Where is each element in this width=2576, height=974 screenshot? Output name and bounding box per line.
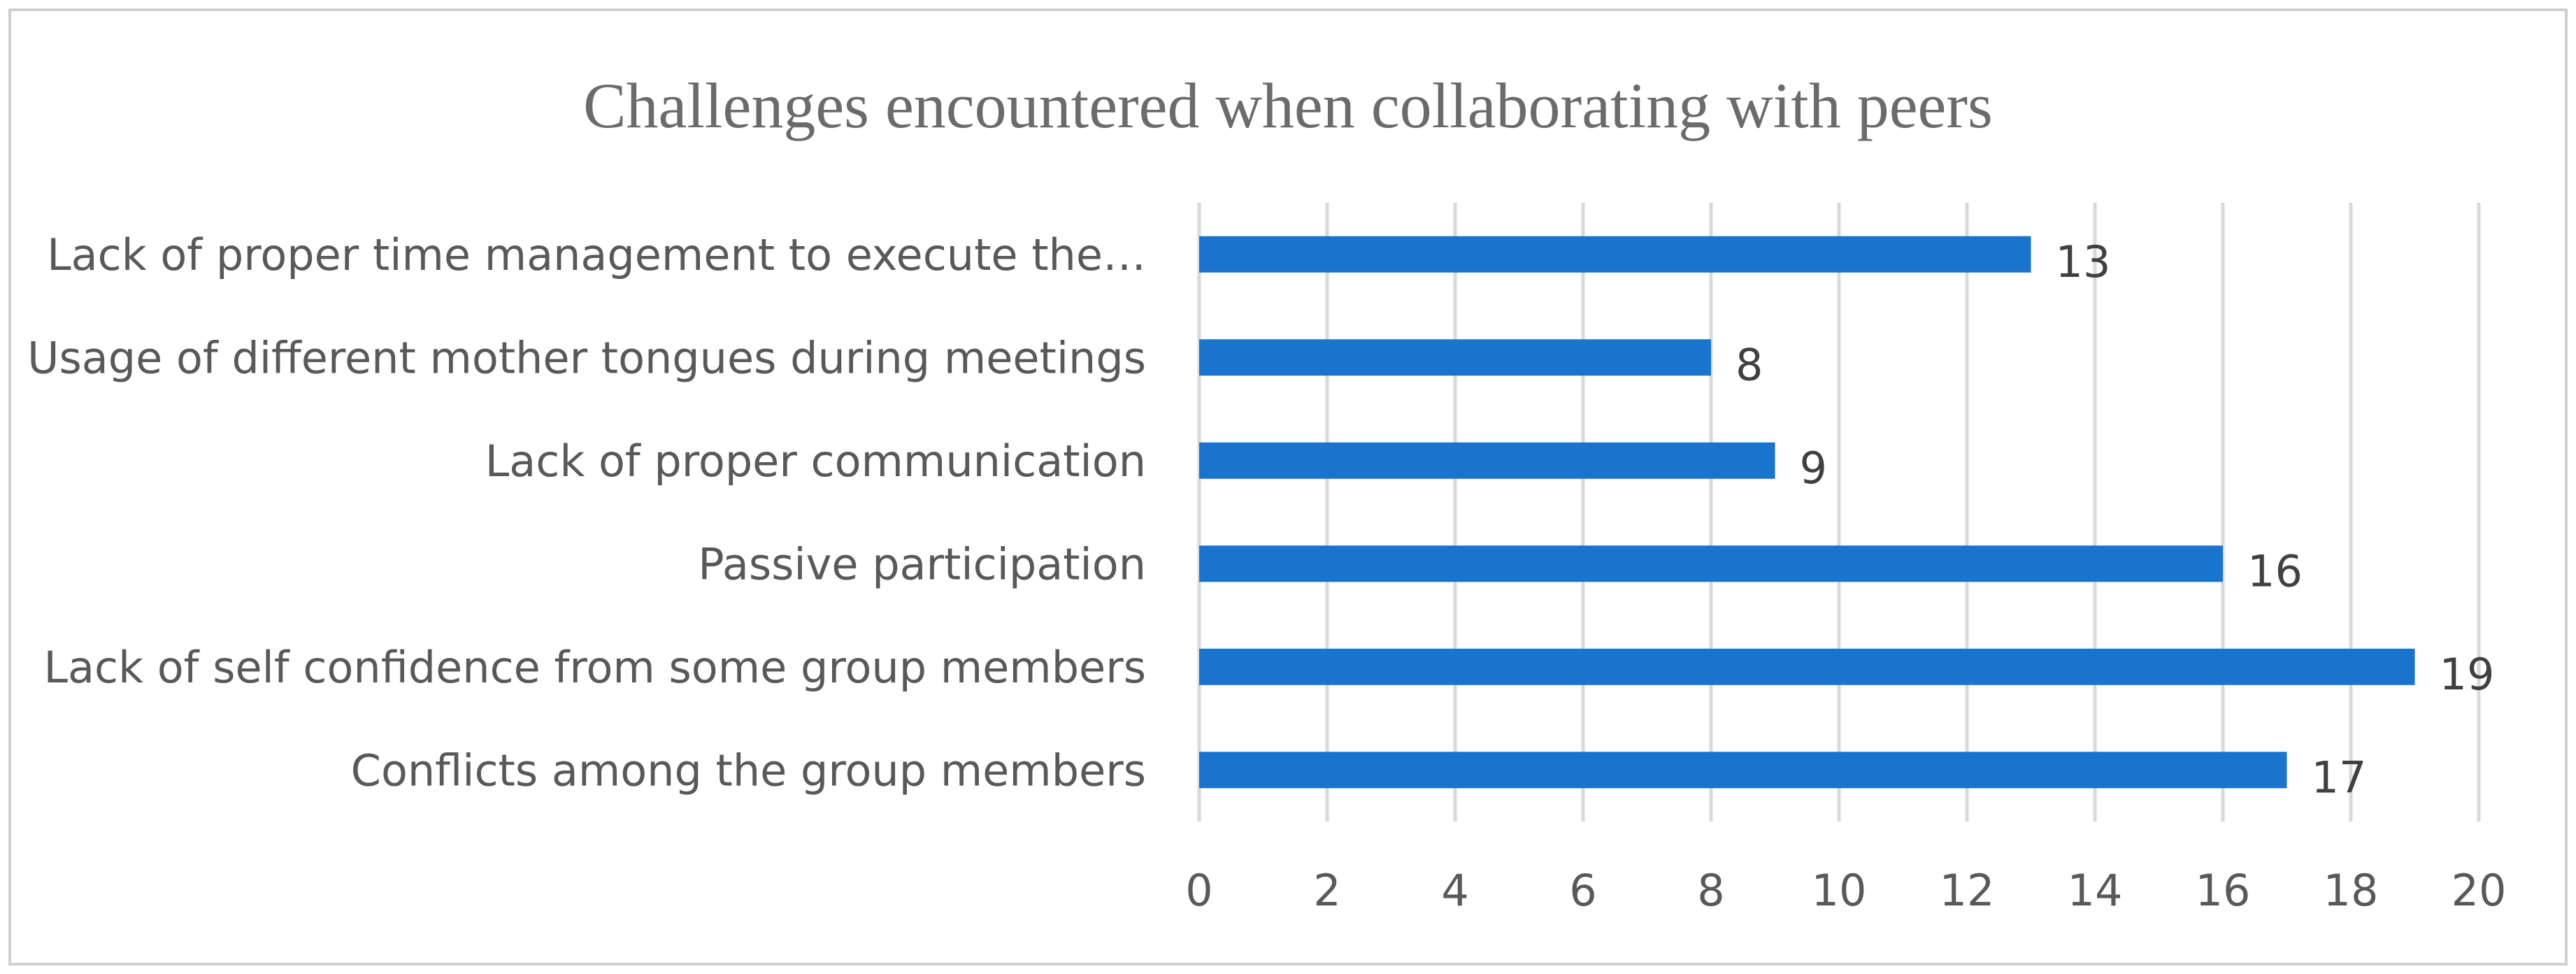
bar bbox=[1199, 236, 2031, 273]
x-tick-label: 16 bbox=[2196, 865, 2251, 916]
x-axis-tick-labels: 0 2 4 6 8 10 12 14 16 18 20 bbox=[1185, 865, 2506, 916]
data-label: 8 bbox=[1736, 339, 1763, 390]
bar bbox=[1199, 339, 1711, 376]
x-tick-label: 0 bbox=[1185, 865, 1212, 916]
category-label: Lack of proper communication bbox=[485, 436, 1146, 487]
category-label: Lack of proper time management to execut… bbox=[47, 229, 1146, 280]
x-tick-label: 6 bbox=[1569, 865, 1596, 916]
data-label: 9 bbox=[1800, 443, 1827, 494]
bar bbox=[1199, 648, 2415, 685]
category-label: Lack of self confidence from some group … bbox=[44, 642, 1147, 693]
x-tick-label: 4 bbox=[1441, 865, 1468, 916]
gridlines bbox=[1197, 203, 2481, 822]
category-label: Conflicts among the group members bbox=[351, 745, 1146, 796]
bar bbox=[1199, 752, 2287, 789]
x-tick-label: 12 bbox=[1940, 865, 1995, 916]
category-label: Usage of different mother tongues during… bbox=[27, 332, 1146, 383]
chart-title: Challenges encountered when collaboratin… bbox=[583, 70, 1993, 141]
data-label: 16 bbox=[2247, 545, 2303, 596]
bars bbox=[1199, 236, 2415, 789]
category-labels: Lack of proper time management to execut… bbox=[27, 229, 1146, 796]
x-tick-label: 2 bbox=[1313, 865, 1340, 916]
data-label: 19 bbox=[2440, 649, 2495, 700]
x-tick-label: 8 bbox=[1697, 865, 1724, 916]
data-labels: 13 8 9 16 19 17 bbox=[1736, 236, 2494, 803]
bar bbox=[1199, 442, 1775, 479]
category-label: Passive participation bbox=[698, 538, 1146, 589]
x-tick-label: 18 bbox=[2324, 865, 2379, 916]
chart-border bbox=[8, 8, 2568, 966]
x-tick-label: 14 bbox=[2068, 865, 2123, 916]
x-tick-label: 10 bbox=[1812, 865, 1867, 916]
bar bbox=[1199, 545, 2223, 582]
data-label: 13 bbox=[2056, 236, 2111, 287]
data-label: 17 bbox=[2312, 752, 2367, 803]
x-tick-label: 20 bbox=[2452, 865, 2507, 916]
